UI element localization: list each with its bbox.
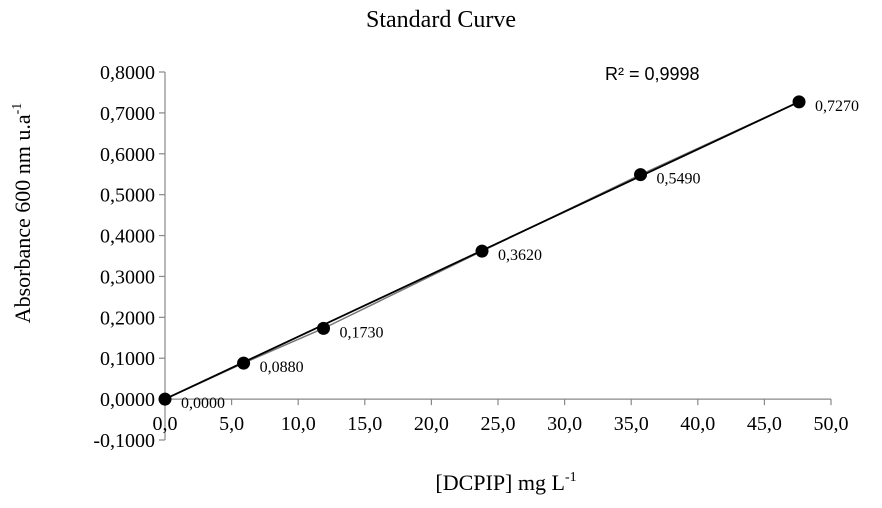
y-axis-title: Absorbance 600 nm u.a-1	[10, 103, 35, 324]
y-tick-label: 0,0000	[100, 389, 155, 411]
x-tick-label: 10,0	[281, 413, 316, 435]
x-axis-label-superscript: -1	[565, 470, 577, 485]
r-squared-annotation: R² = 0,9998	[605, 64, 700, 84]
x-tick-label: 25,0	[481, 413, 516, 435]
x-tick-label: 5,0	[219, 413, 244, 435]
data-label: 0,3620	[498, 247, 542, 264]
y-axis-ticks: -0,1000 0,0000 0,1000 0,2000 0,3000 0,4000 0,5…	[93, 62, 165, 452]
x-tick-label: 45,0	[747, 413, 782, 435]
x-axis-ticks: 0,0 5,0 10,0 15,0 20,0 25,0 30,0 35,0 40,0 45,0 50…	[153, 399, 849, 435]
data-label: 0,0880	[260, 359, 304, 376]
x-tick-label: 30,0	[547, 413, 582, 435]
x-tick-label: 35,0	[614, 413, 649, 435]
y-tick-label: 0,7000	[100, 103, 155, 125]
y-tick-label: 0,4000	[100, 226, 155, 248]
x-tick-label: 15,0	[347, 413, 382, 435]
chart-title: Standard Curve	[366, 7, 516, 33]
x-axis-label: [DCPIP] mg L	[435, 470, 565, 495]
data-point	[158, 392, 172, 406]
data-point	[475, 244, 489, 258]
x-tick-label: 40,0	[680, 413, 715, 435]
data-labels: 0,0000 0,0880 0,1730 0,3620 0,5490 0,7270	[181, 98, 859, 412]
y-tick-label: 0,5000	[100, 185, 155, 207]
data-point	[792, 95, 806, 109]
y-tick-label: 0,3000	[100, 266, 155, 288]
data-label: 0,7270	[815, 98, 859, 115]
data-point	[317, 321, 331, 335]
y-tick-label: 0,8000	[100, 62, 155, 84]
data-label: 0,5490	[657, 171, 701, 188]
y-axis-label: Absorbance 600 nm u.a	[10, 114, 35, 323]
x-tick-label: 0,0	[153, 413, 178, 435]
data-point	[634, 168, 648, 182]
y-tick-label: 0,2000	[100, 307, 155, 329]
y-tick-label: 0,6000	[100, 144, 155, 166]
svg-text:Absorbance 600 nm u.a-1: Absorbance 600 nm u.a-1	[10, 103, 35, 324]
data-label: 0,0000	[181, 395, 225, 412]
x-tick-label: 20,0	[414, 413, 449, 435]
x-axis-title: [DCPIP] mg L-1	[435, 470, 576, 495]
data-label: 0,1730	[340, 324, 384, 341]
data-point	[237, 356, 251, 370]
y-tick-label: 0,1000	[100, 348, 155, 370]
data-points	[158, 95, 806, 406]
y-tick-label: -0,1000	[93, 430, 155, 452]
y-axis-label-superscript: -1	[10, 103, 25, 115]
x-tick-label: 50,0	[814, 413, 849, 435]
